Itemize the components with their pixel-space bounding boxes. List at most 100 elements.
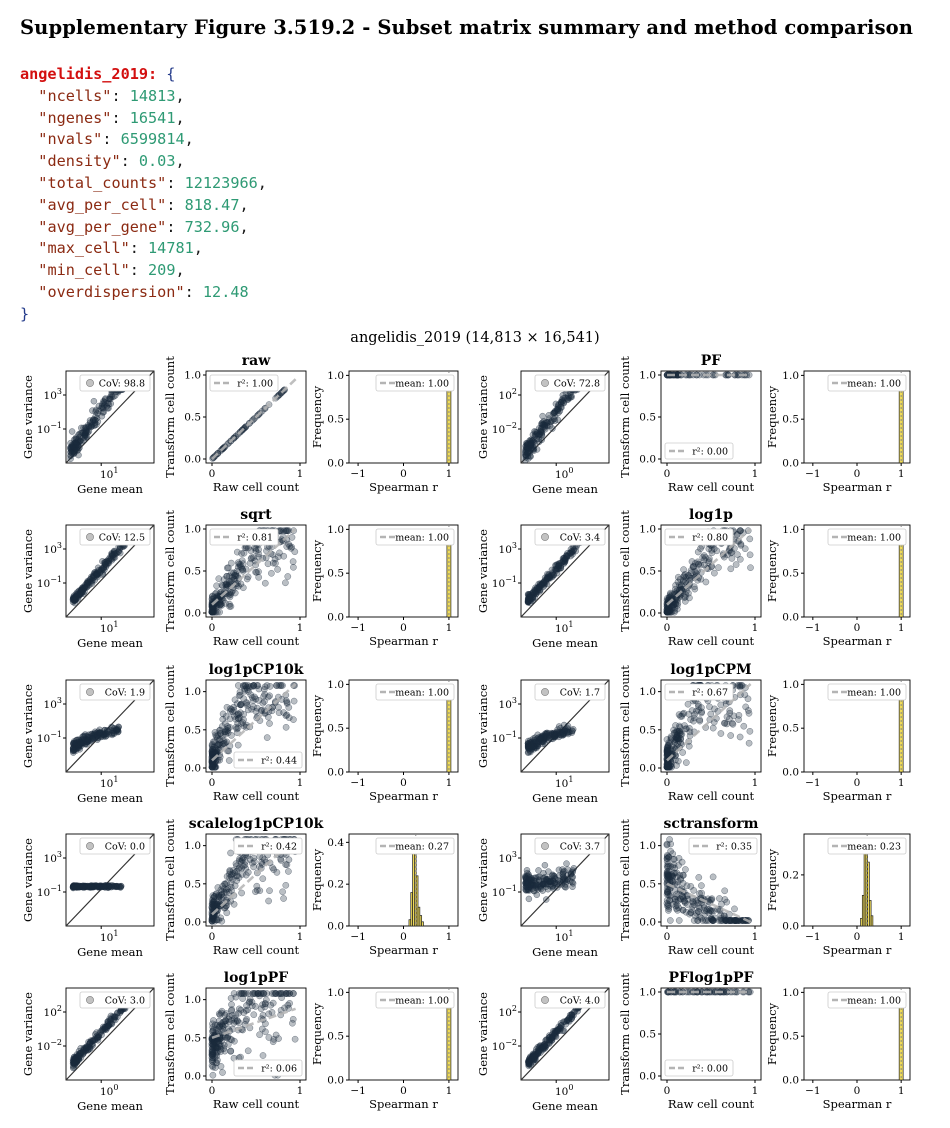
data-point [105, 882, 113, 890]
y-axis-label: Gene variance [21, 375, 35, 459]
tick-label: 1.0 [327, 987, 344, 999]
tick-label: 0.5 [782, 1031, 799, 1043]
data-point [108, 557, 116, 564]
data-point [96, 569, 104, 577]
data-point [527, 742, 535, 749]
data-point [228, 1006, 236, 1013]
legend-marker [86, 688, 94, 696]
data-point [113, 1010, 121, 1017]
y-axis-label: Gene variance [21, 684, 35, 768]
data-point [227, 849, 234, 857]
legend-label: CoV: 3.0 [105, 996, 145, 1007]
data-point [717, 911, 725, 919]
data-point [70, 436, 78, 444]
data-point [217, 730, 225, 738]
data-point [537, 735, 544, 742]
data-point [727, 565, 735, 573]
data-point [729, 720, 737, 728]
tick-label: 0.5 [184, 566, 201, 578]
tick-label: 0 [854, 931, 861, 943]
data-point [698, 708, 706, 716]
data-point [531, 1053, 538, 1060]
data-point [663, 899, 671, 907]
data-point [213, 582, 220, 590]
data-point [716, 895, 723, 902]
data-point [209, 760, 217, 768]
tick-label: 101 [100, 620, 118, 635]
y-axis-label: Frequency [765, 385, 779, 448]
data-point [567, 392, 575, 399]
method-title: log1pPF [224, 970, 289, 986]
tick-label: 0.5 [327, 1031, 344, 1043]
data-point [228, 732, 235, 739]
data-point [240, 1009, 248, 1017]
tick-label: 0.4 [327, 837, 344, 849]
tick-label: 1 [898, 622, 905, 634]
data-point [226, 572, 233, 580]
data-point [277, 682, 285, 689]
data-point [218, 723, 226, 730]
tick-label: 0.5 [184, 724, 201, 736]
tick-label: 101 [100, 929, 118, 944]
data-point [245, 688, 252, 695]
y-axis-label: Transform cell count [618, 973, 632, 1095]
summary-key: "ngenes" [38, 108, 112, 127]
data-point [688, 707, 696, 714]
tick-label: 0.0 [327, 612, 344, 624]
data-point [560, 1018, 567, 1026]
tick-label: 0.5 [639, 724, 656, 736]
tick-label: 10−1 [37, 421, 62, 436]
data-point [244, 1047, 252, 1055]
tick-label: 0.0 [184, 608, 201, 620]
tick-label: 0.0 [639, 454, 656, 466]
tick-label: 103 [44, 696, 62, 711]
x-axis-label: Spearman r [369, 480, 438, 494]
tick-label: 0 [209, 622, 216, 634]
legend-label: r²: 0.35 [716, 842, 752, 853]
data-point [227, 559, 235, 567]
data-point [276, 990, 284, 997]
data-point [262, 1028, 269, 1036]
tick-label: 0 [400, 468, 407, 480]
data-point [280, 895, 287, 902]
data-point [268, 569, 275, 577]
data-point [690, 714, 698, 722]
data-point [706, 703, 713, 711]
data-point [525, 895, 533, 903]
legend-label: r²: 0.67 [692, 688, 728, 699]
tick-label: −1 [805, 1085, 820, 1097]
legend-label: CoV: 0.0 [105, 842, 145, 853]
summary-name: angelidis_2019: [20, 65, 158, 83]
y-axis-label: Gene variance [476, 375, 490, 459]
data-point [222, 713, 230, 720]
summary-value: 12.48 [202, 282, 249, 301]
data-point [261, 579, 269, 587]
data-point [538, 580, 546, 588]
y-axis-label: Gene variance [476, 838, 490, 922]
data-point [81, 584, 89, 591]
tick-label: 1.0 [184, 370, 201, 382]
x-axis-label: Spearman r [369, 789, 438, 803]
histogram-bar [870, 915, 874, 927]
tick-label: 103 [44, 850, 62, 865]
tick-label: 1.0 [184, 686, 201, 698]
tick-label: 1.0 [639, 987, 656, 999]
y-axis-label: Frequency [310, 848, 324, 911]
y-axis-label: Gene variance [476, 992, 490, 1076]
data-point [285, 527, 293, 535]
data-point [240, 695, 248, 703]
tick-label: 0.5 [327, 568, 344, 580]
data-point [230, 900, 238, 908]
data-point [680, 578, 687, 585]
data-point [691, 912, 699, 920]
data-point [547, 418, 554, 426]
y-axis-label: Frequency [310, 694, 324, 757]
data-point [557, 562, 565, 570]
data-point [285, 868, 292, 875]
data-point [527, 881, 535, 889]
data-point [733, 917, 741, 924]
tick-label: 1 [752, 468, 759, 480]
